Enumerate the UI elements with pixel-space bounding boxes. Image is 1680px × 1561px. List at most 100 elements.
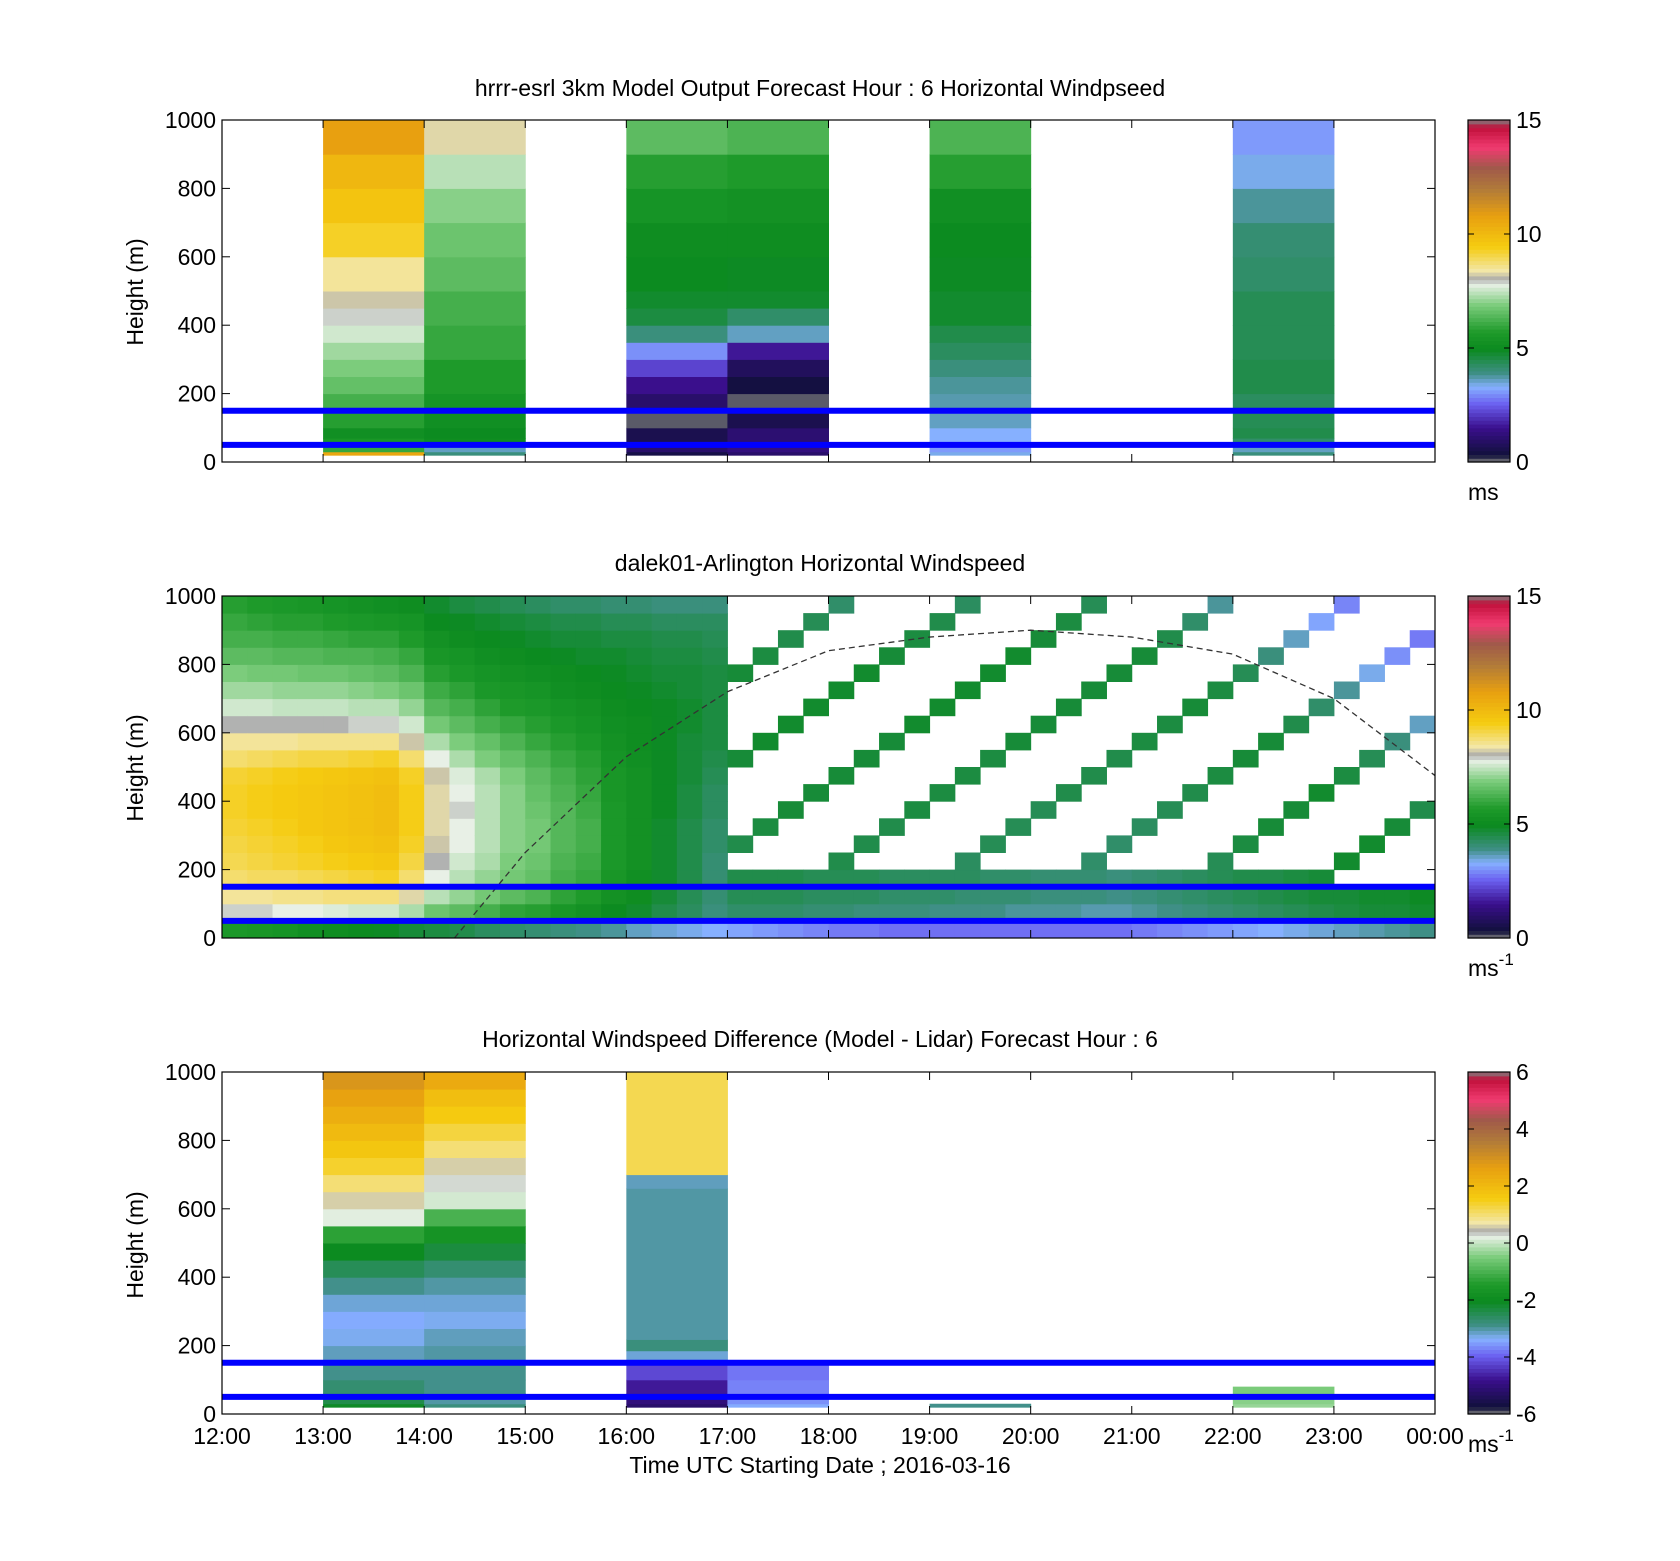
profile-cell (499, 767, 526, 785)
profile-column (1182, 613, 1209, 939)
profile-cell (550, 801, 577, 819)
profile-cell (550, 732, 577, 751)
profile-cell (752, 869, 779, 888)
profile-cell (1409, 801, 1436, 819)
colorbar-segment (1468, 1072, 1510, 1077)
data-cell (1232, 325, 1335, 360)
y-tick-label: 200 (178, 381, 216, 407)
profile-cell (1005, 818, 1032, 836)
profile-cell (525, 715, 552, 734)
colorbar-segment (1468, 268, 1510, 273)
profile-column (980, 664, 1006, 939)
profile-column (929, 613, 956, 939)
profile-cell (626, 920, 653, 939)
profile-cell (398, 613, 425, 631)
profile-cell (1055, 613, 1082, 631)
profile-cell (373, 715, 400, 734)
y-tick-label: 1000 (165, 1059, 216, 1085)
profile-cell (1207, 920, 1234, 939)
profile-cell (626, 715, 653, 734)
data-cell (424, 444, 526, 453)
profile-cell (1207, 903, 1234, 922)
profile-column (601, 596, 627, 939)
colorbar-segment (1468, 283, 1510, 288)
profile-cell (474, 647, 501, 665)
data-cell (323, 444, 425, 453)
profile-cell (297, 681, 324, 700)
data-cell (727, 1403, 829, 1408)
profile-cell (651, 801, 678, 819)
profile-cell (373, 749, 400, 768)
profile-cell (904, 801, 931, 819)
y-tick-label: 400 (178, 1264, 216, 1290)
colorbar-segment (1468, 1265, 1510, 1271)
profile-cell (1308, 886, 1335, 905)
profile-cell (323, 903, 349, 922)
data-cell (929, 359, 1032, 377)
colorbar-segment (1468, 135, 1510, 140)
profile-cell (904, 886, 931, 905)
colorbar-segment (1468, 1379, 1510, 1385)
data-cell (626, 1379, 728, 1394)
data-cell (424, 410, 526, 429)
profile-cell (398, 784, 425, 802)
profile-cell (222, 852, 248, 871)
profile-cell (373, 647, 400, 665)
colorbar-segment (1468, 820, 1510, 825)
colorbar-segment (1468, 1372, 1510, 1377)
data-cell (323, 359, 425, 377)
colorbar-segment (1468, 759, 1510, 764)
colorbar-segment (1468, 458, 1510, 463)
profile-cell (1131, 869, 1158, 888)
colorbar-segment (1468, 1121, 1510, 1126)
profile-cell (1359, 920, 1385, 939)
data-cell (626, 451, 728, 456)
profile-cell (550, 920, 577, 939)
colorbar-segment (1468, 892, 1510, 897)
profile-cell (323, 596, 349, 614)
colorbar-segment (1468, 1410, 1510, 1415)
data-cell (626, 342, 728, 360)
data-cell (424, 1328, 526, 1347)
profile-cell (601, 886, 627, 905)
profile-cell (348, 647, 375, 665)
data-cell (323, 325, 425, 343)
data-cell (626, 325, 728, 343)
profile-cell (247, 647, 274, 665)
colorbar-segment (1468, 1129, 1510, 1134)
profile-cell (828, 903, 855, 922)
profile-cell (929, 869, 956, 888)
profile-cell (1157, 903, 1183, 922)
colorbar-segment (1468, 626, 1510, 631)
data-cell (1232, 438, 1335, 446)
colorbar-segment (1468, 729, 1510, 734)
colorbar-segment (1468, 1087, 1510, 1092)
profile-cell (727, 920, 754, 939)
profile-cell (449, 801, 476, 819)
colorbar-segment (1468, 869, 1510, 874)
profile-cell (247, 664, 274, 682)
data-cell (929, 410, 1032, 429)
colorbar-segment (1468, 934, 1510, 939)
colorbar-segment (1468, 721, 1510, 726)
colorbar-segment (1468, 203, 1510, 208)
profile-cell (1333, 767, 1360, 785)
profile-cell (474, 784, 501, 802)
profile-cell (550, 852, 577, 871)
profile-cell (222, 784, 248, 802)
colorbar-segment (1468, 188, 1510, 193)
data-cell (323, 1191, 425, 1210)
colorbar-segment (1468, 1224, 1510, 1229)
colorbar-segment (1468, 226, 1510, 231)
profile-cell (575, 784, 602, 802)
colorbar-segment (1468, 683, 1510, 688)
colorbar-segment (1468, 1193, 1510, 1198)
profile-cell (424, 852, 450, 871)
colorbar-segment (1468, 1239, 1510, 1244)
colorbar-segment (1468, 245, 1510, 250)
colorbar-tick-label: 0 (1516, 1230, 1529, 1256)
profile-cell (348, 715, 375, 734)
profile-cell (550, 698, 577, 717)
data-cell (727, 291, 829, 309)
data-cell (626, 444, 728, 453)
